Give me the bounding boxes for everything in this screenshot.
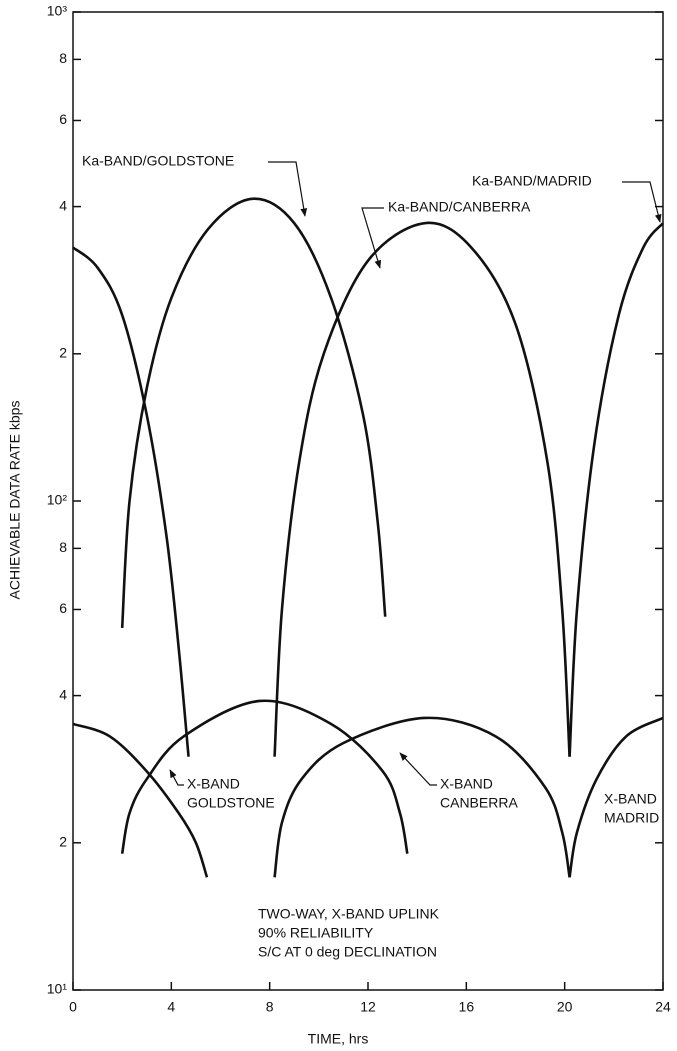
curve (273, 221, 571, 757)
leader (399, 752, 437, 786)
x-tick-label: 20 (557, 999, 573, 1015)
y-tick-label: 4 (59, 686, 67, 702)
annotation: TWO-WAY, X-BAND UPLINK (258, 906, 440, 922)
annotation: X-BAND (187, 776, 240, 792)
x-tick-label: 12 (360, 999, 376, 1015)
y-tick-label: 8 (59, 539, 67, 555)
x-tick-label: 0 (69, 999, 77, 1015)
y-tick-label: 6 (59, 600, 67, 616)
leader (169, 769, 184, 786)
y-tick-label: 4 (59, 197, 67, 213)
x-axis-label: TIME, hrs (308, 1031, 369, 1047)
y-tick-label: 2 (59, 344, 67, 360)
annotation: S/C AT 0 deg DECLINATION (258, 944, 437, 960)
curve (273, 716, 571, 878)
curve (120, 197, 387, 629)
annotation: X-BAND (440, 776, 493, 792)
curve (120, 699, 409, 854)
x-tick-label: 16 (459, 999, 475, 1015)
y-tick-label: 6 (59, 111, 67, 127)
y-tick-label: 10² (47, 492, 68, 508)
curve (72, 716, 664, 878)
annotation: Ka-BAND/MADRID (472, 173, 592, 189)
y-tick-label: 10³ (47, 3, 68, 19)
x-tick-label: 8 (266, 999, 274, 1015)
annotation: GOLDSTONE (187, 795, 275, 811)
x-tick-label: 4 (167, 999, 175, 1015)
annotation: Ka-BAND/CANBERRA (388, 199, 531, 215)
annotation: X-BAND (604, 791, 657, 807)
y-axis-label: ACHIEVABLE DATA RATE kbps (7, 401, 23, 600)
y-tick-label: 10¹ (47, 981, 68, 997)
annotation: MADRID (604, 810, 659, 826)
leader (268, 161, 308, 217)
x-tick-label: 24 (655, 999, 671, 1015)
annotation: Ka-BAND/GOLDSTONE (82, 153, 234, 169)
leader (622, 181, 662, 223)
annotation: CANBERRA (440, 795, 518, 811)
curve (72, 222, 665, 757)
annotation: 90% RELIABILITY (258, 925, 374, 941)
y-tick-label: 2 (59, 833, 67, 849)
leader (361, 207, 384, 269)
y-tick-label: 8 (59, 50, 67, 66)
